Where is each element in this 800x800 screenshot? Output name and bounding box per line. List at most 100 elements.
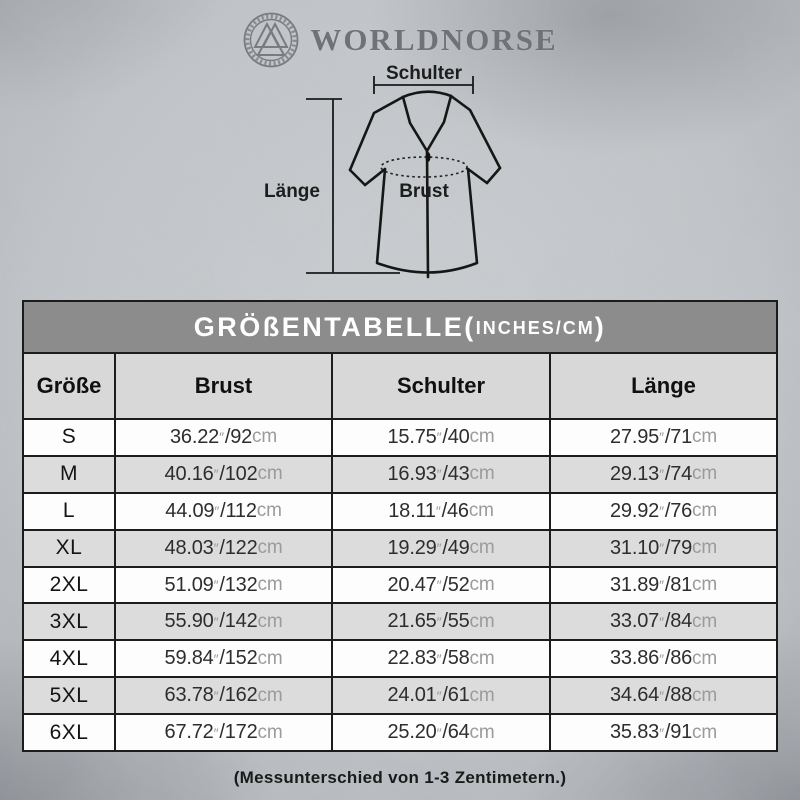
cm-value: 79 [670,536,693,559]
inch-mark: ″ [436,613,442,630]
table-row: 6XL 67.72 ″/172 cm 25.20 ″/64 cm 35.83 ″/91 cm [24,715,776,751]
shirt-measurement-diagram: Schulter Länge Brust [264,63,502,279]
table-row: M 40.16 ″/102 cm 16.93 ″/43 cm 29.13 ″/74 cm [24,456,776,494]
cm-value: 132 [224,573,258,596]
laenge-cell: 31.89 ″/81 cm [551,568,776,603]
slash: / [442,684,448,707]
inch-mark: ″ [659,577,664,593]
slash: / [441,499,448,522]
slash: / [219,647,225,670]
cm-value: 46 [446,499,469,522]
inch-mark: ″ [436,540,442,557]
cm-value: 52 [447,573,470,596]
cm-value: 112 [225,499,257,522]
slash: / [664,573,671,596]
cm-value: 162 [224,684,258,707]
slash: / [442,536,448,559]
inch-mark: ″ [436,687,442,704]
inch-value: 44.09 [165,499,215,522]
brust-cell: 67.72 ″/172 cm [116,715,333,751]
inch-mark: ″ [219,429,224,446]
column-header-groesse: Größe [24,354,116,418]
laenge-cell: 29.13 ″/74 cm [551,457,776,492]
title-close: ) [594,311,607,342]
schulter-cell: 21.65 ″/55 cm [333,604,551,640]
column-header-laenge: Länge [631,373,696,398]
cm-value: 49 [447,536,470,559]
cm-value: 40 [447,425,470,448]
size-cell: 5XL [24,678,116,714]
slash: / [664,536,671,559]
cm-unit: cm [692,463,717,485]
cm-unit: cm [257,463,283,485]
label-schulter: Schulter [386,63,463,84]
cm-value: 55 [447,610,470,633]
cm-unit: cm [257,610,283,632]
cm-unit: cm [469,610,495,632]
cm-unit: cm [257,721,283,743]
table-row: 2XL 51.09 ″/132 cm 20.47 ″/52 cm 31.89 ″/81 cm [24,567,776,605]
inch-mark: ″ [659,503,664,520]
slash: / [442,610,448,633]
inch-value: 51.09 [164,573,214,596]
brust-cell: 51.09 ″/132 cm [116,567,333,603]
tolerance-note: (Messunterschied von 1-3 Zentimetern.) [233,768,567,787]
inch-value: 29.92 [610,499,660,522]
cm-value: 43 [447,462,470,485]
slash: / [442,425,448,448]
inch-value: 34.64 [610,684,660,707]
inch-value: 59.84 [164,647,214,670]
brust-cell: 55.90 ″/142 cm [116,604,333,640]
cm-value: 172 [224,721,258,744]
title-units: INCHES/CM [475,318,595,338]
size-cell: 3XL [24,604,116,640]
column-header-brust: Brust [116,354,333,418]
cm-value: 84 [670,610,693,633]
laenge-cell: 35.83 ″/91 cm [551,715,776,750]
table-row: 4XL 59.84 ″/152 cm 22.83 ″/58 cm 33.86 ″/86 cm [24,641,776,679]
inch-value: 29.13 [610,462,660,485]
size-table: GRÖßENTABELLE(INCHES/CM) Größe Brust Sch… [22,300,778,752]
inch-mark: ″ [213,650,219,667]
slash: / [442,721,448,744]
inch-mark: ″ [213,466,219,483]
slash: / [664,462,671,485]
column-header-schulter: Schulter [333,354,551,418]
inch-mark: ″ [213,613,219,630]
chest-measure-ellipse [380,156,468,178]
inch-mark: ″ [659,613,664,630]
inch-value: 31.10 [610,536,660,559]
laenge-cell: 27.95 ″/71 cm [551,420,776,455]
schulter-cell: 16.93 ″/43 cm [333,456,551,492]
brust-cell: 40.16 ″/102 cm [116,456,333,492]
inch-mark: ″ [213,687,219,704]
inch-value: 48.03 [164,536,214,559]
cm-unit: cm [257,537,283,559]
cm-value: 71 [670,425,693,448]
slash: / [224,425,231,448]
cm-unit: cm [692,647,717,669]
laenge-cell: 34.64 ″/88 cm [551,678,776,713]
table-header-row: Größe Brust Schulter Länge [24,354,776,420]
inch-value: 18.11 [388,499,436,522]
table-row: 3XL 55.90 ″/142 cm 21.65 ″/55 cm 33.07 ″/84 cm [24,604,776,642]
inch-mark: ″ [435,503,441,520]
table-row: 5XL 63.78 ″/162 cm 24.01 ″/61 cm 34.64 ″/88 cm [24,678,776,716]
cm-unit: cm [252,426,277,448]
inch-mark: ″ [213,577,219,593]
inch-mark: ″ [659,466,664,483]
inch-value: 33.86 [610,647,660,670]
shirt-outline [348,90,502,279]
schulter-cell: 22.83 ″/58 cm [333,641,551,677]
cm-value: 81 [670,573,693,596]
cm-value: 64 [447,721,470,744]
inch-value: 63.78 [164,684,214,707]
size-table-title: GRÖßENTABELLE(INCHES/CM) [24,302,776,354]
inch-value: 55.90 [164,610,214,633]
size-cell: XL [24,530,116,566]
inch-value: 22.83 [387,647,437,670]
inch-mark: ″ [436,724,442,741]
slash: / [442,573,448,596]
slash: / [442,647,448,670]
inch-mark: ″ [436,429,442,446]
